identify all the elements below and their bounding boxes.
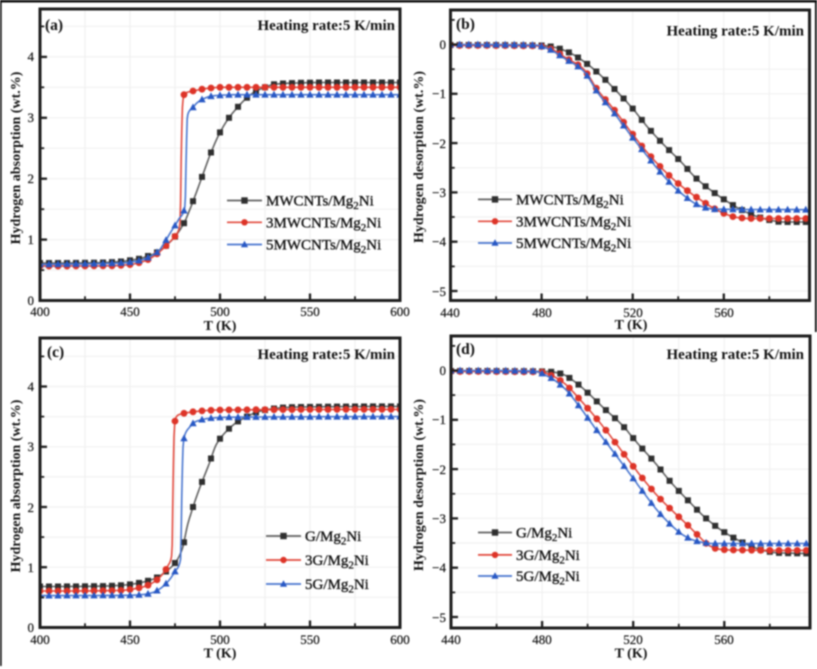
svg-text:4: 4 <box>28 49 35 64</box>
svg-text:500: 500 <box>210 304 230 319</box>
svg-text:440: 440 <box>440 305 460 320</box>
svg-text:−5: −5 <box>432 284 446 299</box>
svg-text:3G/Mg2Ni: 3G/Mg2Ni <box>305 553 369 572</box>
svg-text:−2: −2 <box>432 136 446 151</box>
svg-text:600: 600 <box>390 304 410 319</box>
svg-text:4: 4 <box>28 379 35 394</box>
svg-text:Hydrogen desorption (wt.%): Hydrogen desorption (wt.%) <box>412 71 427 243</box>
svg-text:3: 3 <box>28 439 35 454</box>
svg-text:500: 500 <box>210 632 230 647</box>
svg-text:0: 0 <box>440 363 447 378</box>
svg-text:(c): (c) <box>47 344 64 361</box>
svg-text:T (K): T (K) <box>615 318 648 333</box>
svg-text:T (K): T (K) <box>204 319 237 334</box>
svg-text:550: 550 <box>300 304 320 319</box>
svg-text:1: 1 <box>28 560 35 575</box>
svg-text:3: 3 <box>28 110 35 125</box>
svg-text:440: 440 <box>441 632 461 647</box>
svg-text:Heating rate:5 K/min: Heating rate:5 K/min <box>667 24 805 40</box>
svg-text:−2: −2 <box>432 462 446 477</box>
svg-text:2: 2 <box>28 171 35 186</box>
svg-text:−3: −3 <box>432 185 446 200</box>
svg-text:(d): (d) <box>456 341 475 358</box>
svg-text:480: 480 <box>532 305 552 320</box>
svg-text:560: 560 <box>714 305 734 320</box>
svg-text:Hydrogen absorption (wt.%): Hydrogen absorption (wt.%) <box>9 399 24 572</box>
svg-text:450: 450 <box>120 632 140 647</box>
svg-text:550: 550 <box>300 632 320 647</box>
svg-text:−1: −1 <box>432 412 446 427</box>
svg-text:3MWCNTs/Mg2Ni: 3MWCNTs/Mg2Ni <box>266 215 381 234</box>
svg-text:G/Mg2Ni: G/Mg2Ni <box>516 526 572 545</box>
svg-text:0: 0 <box>28 293 35 308</box>
svg-text:T (K): T (K) <box>204 647 237 662</box>
svg-text:3MWCNTs/Mg2Ni: 3MWCNTs/Mg2Ni <box>516 214 631 233</box>
svg-text:520: 520 <box>623 305 643 320</box>
svg-text:450: 450 <box>120 304 140 319</box>
svg-text:3G/Mg2Ni: 3G/Mg2Ni <box>516 548 580 567</box>
svg-text:0: 0 <box>440 37 447 52</box>
svg-text:Heating rate:5 K/min: Heating rate:5 K/min <box>258 347 396 363</box>
svg-text:−5: −5 <box>432 610 446 625</box>
svg-text:400: 400 <box>30 304 50 319</box>
svg-text:−4: −4 <box>432 560 446 575</box>
svg-text:480: 480 <box>532 632 552 647</box>
svg-text:MWCNTs/Mg2Ni: MWCNTs/Mg2Ni <box>516 192 624 211</box>
svg-text:5G/Mg2Ni: 5G/Mg2Ni <box>305 577 369 596</box>
svg-text:1: 1 <box>28 232 35 247</box>
svg-text:T (K): T (K) <box>615 647 648 662</box>
svg-text:560: 560 <box>714 632 734 647</box>
svg-text:MWCNTs/Mg2Ni: MWCNTs/Mg2Ni <box>266 194 374 213</box>
svg-text:0: 0 <box>28 620 35 635</box>
svg-text:Heating rate:5 K/min: Heating rate:5 K/min <box>667 347 805 363</box>
svg-text:−1: −1 <box>432 86 446 101</box>
svg-text:G/Mg2Ni: G/Mg2Ni <box>305 529 361 548</box>
svg-text:Hydrogen desorption (wt.%): Hydrogen desorption (wt.%) <box>412 399 427 571</box>
svg-text:(b): (b) <box>456 16 475 33</box>
svg-text:−3: −3 <box>432 511 446 526</box>
svg-text:(a): (a) <box>45 17 63 34</box>
svg-text:5G/Mg2Ni: 5G/Mg2Ni <box>516 569 580 588</box>
svg-text:−4: −4 <box>432 234 446 249</box>
svg-text:5MWCNTs/Mg2Ni: 5MWCNTs/Mg2Ni <box>266 238 381 257</box>
svg-text:Hydrogen absorption (wt.%): Hydrogen absorption (wt.%) <box>9 71 24 244</box>
svg-text:2: 2 <box>28 500 35 515</box>
svg-text:5MWCNTs/Mg2Ni: 5MWCNTs/Mg2Ni <box>516 236 631 255</box>
svg-text:Heating rate:5 K/min: Heating rate:5 K/min <box>258 18 396 34</box>
svg-text:400: 400 <box>30 632 50 647</box>
svg-text:600: 600 <box>390 632 410 647</box>
svg-text:520: 520 <box>623 632 643 647</box>
